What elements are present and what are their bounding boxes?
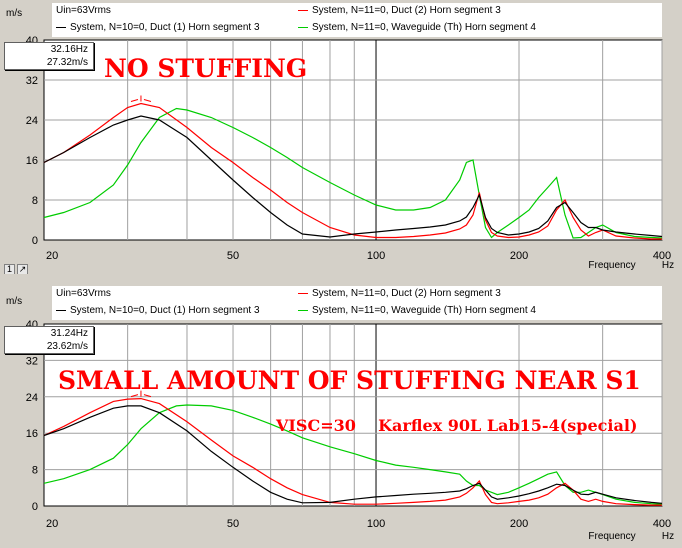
- y-tick-label: 0: [32, 235, 38, 247]
- cursor-readout-bottom[interactable]: 31.24Hz 23.62m/s: [4, 326, 94, 354]
- corner-icons-top: 1 ↗: [4, 264, 30, 275]
- y-tick-label: 32: [26, 75, 38, 87]
- x-tick-label: 200: [510, 250, 528, 262]
- legend-item-red: System, N=11=0, Duct (2) Horn segment 3: [298, 5, 501, 17]
- readout-value: 23.62m/s: [46, 341, 88, 352]
- x-tick-label: 400: [653, 518, 671, 530]
- legend-label: System, N=11=0, Waveguide (Th) Horn segm…: [312, 22, 536, 33]
- plot-area[interactable]: [43, 323, 663, 507]
- x-axis-label: Frequency: [588, 260, 635, 271]
- legend-label: System, N=10=0, Duct (1) Horn segment 3: [70, 22, 260, 33]
- legend-swatch-red: [298, 9, 308, 11]
- x-tick-label: 50: [227, 518, 239, 530]
- y-tick-label: 16: [26, 428, 38, 440]
- cursor-readout-top[interactable]: 32.16Hz 27.32m/s: [4, 42, 94, 70]
- legend-label: System, N=10=0, Duct (1) Horn segment 3: [70, 305, 260, 316]
- legend-header: Uin=63Vrms: [56, 5, 111, 16]
- legend-swatch-green: [298, 26, 308, 28]
- legend-item-red: System, N=11=0, Duct (2) Horn segment 3: [298, 288, 501, 300]
- series-line-0: [43, 115, 663, 238]
- series-line-2: [43, 107, 663, 239]
- annotation-no-stuffing: NO STUFFING: [104, 54, 308, 83]
- x-tick-label: 200: [510, 518, 528, 530]
- cursor-bracket: [130, 99, 152, 102]
- y-tick-label: 8: [32, 465, 38, 477]
- y-unit-label: m/s: [6, 296, 23, 307]
- series-line-1: [43, 397, 662, 506]
- legend-header: Uin=63Vrms: [56, 288, 111, 299]
- series-line-1: [43, 102, 662, 240]
- x-tick-label: 20: [46, 518, 58, 530]
- legend-item-black: System, N=10=0, Duct (1) Horn segment 3: [56, 305, 260, 317]
- x-tick-label: 400: [653, 250, 671, 262]
- y-tick-label: 24: [26, 392, 38, 404]
- readout-frequency: 31.24Hz: [50, 328, 88, 339]
- series-line-0: [43, 405, 663, 504]
- x-unit-label: Hz: [662, 531, 674, 542]
- readout-value: 27.32m/s: [46, 57, 88, 68]
- legend-swatch-red: [298, 292, 308, 294]
- legend-label: System, N=11=0, Waveguide (Th) Horn segm…: [312, 305, 536, 316]
- legend-swatch-black: [56, 309, 66, 311]
- legend-item-green: System, N=11=0, Waveguide (Th) Horn segm…: [298, 22, 536, 34]
- x-tick-label: 100: [367, 250, 385, 262]
- legend-label: System, N=11=0, Duct (2) Horn segment 3: [312, 288, 501, 299]
- legend-top: Uin=63Vrms System, N=10=0, Duct (1) Horn…: [52, 3, 662, 37]
- legend-bottom: Uin=63Vrms System, N=10=0, Duct (1) Horn…: [52, 286, 662, 320]
- y-tick-label: 8: [32, 195, 38, 207]
- chart-pane-top: 0 8 16 24 32 40 20 50 100 200 400 Frequency Hz m/s U…: [4, 3, 675, 275]
- readout-frequency: 32.16Hz: [50, 44, 88, 55]
- y-tick-label: 32: [26, 355, 38, 367]
- cursor-bracket: [130, 394, 152, 398]
- legend-swatch-green: [298, 309, 308, 311]
- legend-item-green: System, N=11=0, Waveguide (Th) Horn segm…: [298, 305, 536, 317]
- legend-swatch-black: [56, 26, 66, 28]
- y-tick-label: 24: [26, 115, 38, 127]
- x-tick-label: 50: [227, 250, 239, 262]
- x-tick-label: 20: [46, 250, 58, 262]
- chart-pane-bottom: 0 8 16 24 32 40 20 50 100 200 400 Frequency Hz m/s U…: [0, 274, 682, 548]
- x-axis-label: Frequency: [588, 531, 635, 542]
- x-tick-label: 100: [367, 518, 385, 530]
- y-tick-label: 0: [32, 501, 38, 513]
- y-tick-label: 16: [26, 155, 38, 167]
- legend-label: System, N=11=0, Duct (2) Horn segment 3: [312, 5, 501, 16]
- x-unit-label: Hz: [662, 260, 674, 271]
- annotation-visc: VISC=30 Karflex 90L Lab15-4(special): [276, 416, 638, 435]
- y-unit-label: m/s: [6, 8, 23, 19]
- legend-item-black: System, N=10=0, Duct (1) Horn segment 3: [56, 22, 260, 34]
- annotation-small-stuffing: SMALL AMOUNT OF STUFFING NEAR S1: [58, 366, 641, 395]
